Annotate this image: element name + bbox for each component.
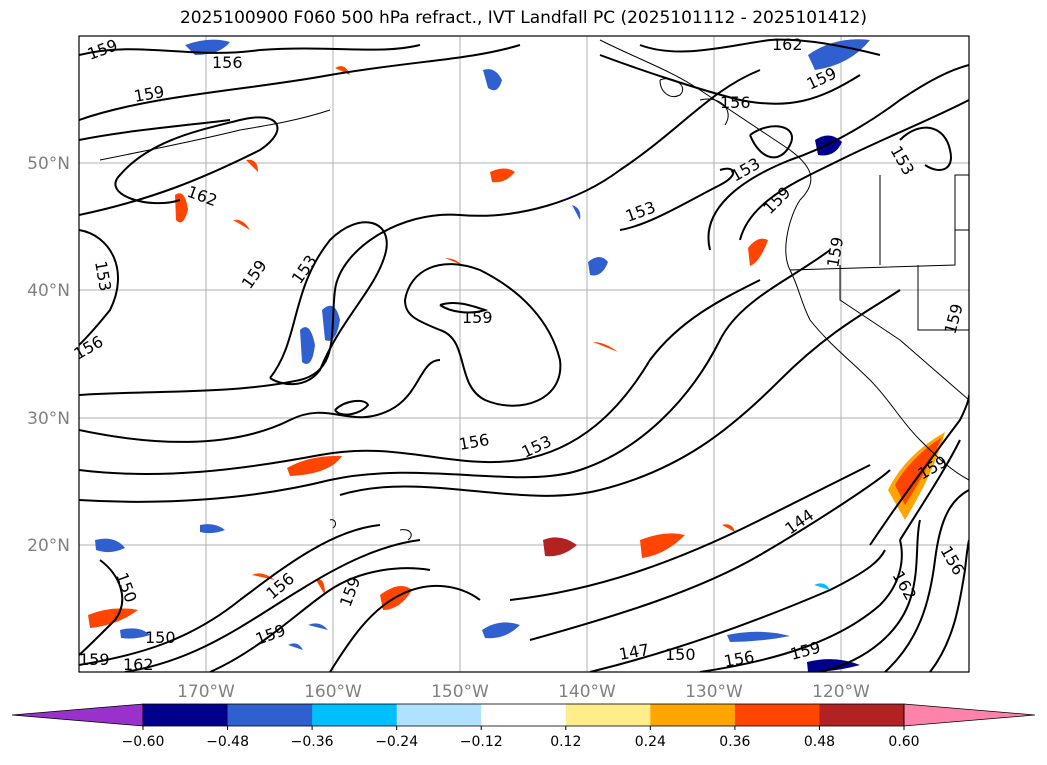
shade-blob-pos: [640, 533, 685, 558]
lon-tick-label: 130°W: [685, 682, 743, 702]
shade-blob-neg: [288, 643, 303, 650]
map-panel: [78, 35, 970, 673]
shade-blob-neg: [808, 39, 870, 70]
colorbar-extend-max: [903, 703, 1036, 727]
shade-blob-neg: [308, 623, 328, 630]
colorbar-tick-label: −0.48: [206, 734, 249, 750]
colorbar-extend-min: [11, 703, 144, 727]
map-title: 2025100900 F060 500 hPa refract., IVT La…: [179, 8, 867, 28]
lat-tick-label: 40°N: [27, 281, 70, 301]
colorbar-tick-label: −0.12: [460, 734, 503, 750]
contour-label: 156: [212, 53, 243, 72]
lon-tick-label: 150°W: [431, 682, 489, 702]
contour-label: 162: [123, 655, 154, 674]
shade-blob-neg: [95, 538, 125, 553]
shade-blob-pos: [287, 455, 342, 476]
shade-blob-neg: [300, 327, 315, 364]
shade-blob-pos: [593, 342, 618, 352]
lon-tick-label: 140°W: [558, 682, 616, 702]
contour-label: 162: [772, 35, 803, 54]
shade-blob-neg: [200, 524, 225, 534]
shade-blob-pos: [748, 238, 768, 266]
colorbar-swatch: [396, 704, 482, 726]
shade-blob-neg: [120, 628, 150, 639]
shade-blob-neg: [482, 622, 520, 639]
lat-tick-label: 50°N: [27, 154, 70, 174]
shade-blob-pos: [233, 219, 250, 230]
shade-blob-pos: [543, 537, 577, 557]
contour-label: 156: [720, 93, 751, 112]
colorbar-swatch: [819, 704, 905, 726]
shading-blobs: [88, 39, 945, 672]
shade-blob-neg: [185, 39, 230, 55]
colorbar-swatch: [565, 704, 651, 726]
graticule: [79, 36, 969, 672]
shade-blob-pos: [316, 579, 325, 595]
colorbar-tick-label: 0.48: [804, 734, 835, 750]
colorbar-swatch: [227, 704, 313, 726]
colorbar-tick-label: −0.24: [375, 734, 418, 750]
colorbar: −0.60 −0.48 −0.36 −0.24 −0.12 0.12 0.24 0.36 0.4…: [11, 703, 1036, 750]
lon-tick-label: 160°W: [304, 682, 362, 702]
colorbar-tick-label: 0.12: [550, 734, 581, 750]
contour-label: 150: [665, 645, 696, 664]
lat-tick-label: 20°N: [27, 536, 70, 556]
colorbar-swatch: [143, 704, 229, 726]
lon-tick-label: 170°W: [177, 682, 235, 702]
colorbar-tick-label: 0.60: [888, 734, 919, 750]
lat-labels: 50°N 40°N 30°N 20°N: [27, 154, 70, 556]
shade-blob-neg: [572, 205, 581, 220]
lon-tick-label: 120°W: [812, 682, 870, 702]
colorbar-tick-label: −0.36: [291, 734, 334, 750]
colorbar-tick-label: −0.60: [122, 734, 165, 750]
shade-blob-pos: [88, 608, 138, 628]
height-contours: [79, 38, 969, 672]
colorbar-tick-label: 0.36: [719, 734, 750, 750]
lon-labels: 170°W 160°W 150°W 140°W 130°W 120°W: [177, 682, 870, 702]
contour-label: 150: [145, 628, 176, 647]
shade-blob-pos: [490, 168, 515, 183]
contour-label: 159: [79, 650, 110, 669]
shade-blob-neg: [483, 69, 502, 91]
shade-blob-neg: [814, 583, 830, 590]
colorbar-swatch: [481, 704, 567, 726]
colorbar-frame: [142, 703, 905, 727]
contour-label: 159: [462, 308, 493, 327]
shade-blob-pos: [445, 258, 462, 265]
lat-tick-label: 30°N: [27, 409, 70, 429]
map-frame: [78, 35, 970, 673]
colorbar-swatch: [734, 704, 820, 726]
shade-blob-neg: [727, 631, 790, 642]
shade-blob-pos: [246, 159, 258, 172]
shade-blob-neg: [322, 305, 340, 341]
colorbar-swatch: [650, 704, 736, 726]
colorbar-tick-label: 0.24: [635, 734, 666, 750]
colorbar-swatch: [312, 704, 398, 726]
shade-blob-pos: [895, 437, 942, 505]
shade-blob-neg: [588, 257, 608, 276]
shade-blob-pos: [722, 524, 735, 532]
coastlines: [99, 39, 969, 541]
